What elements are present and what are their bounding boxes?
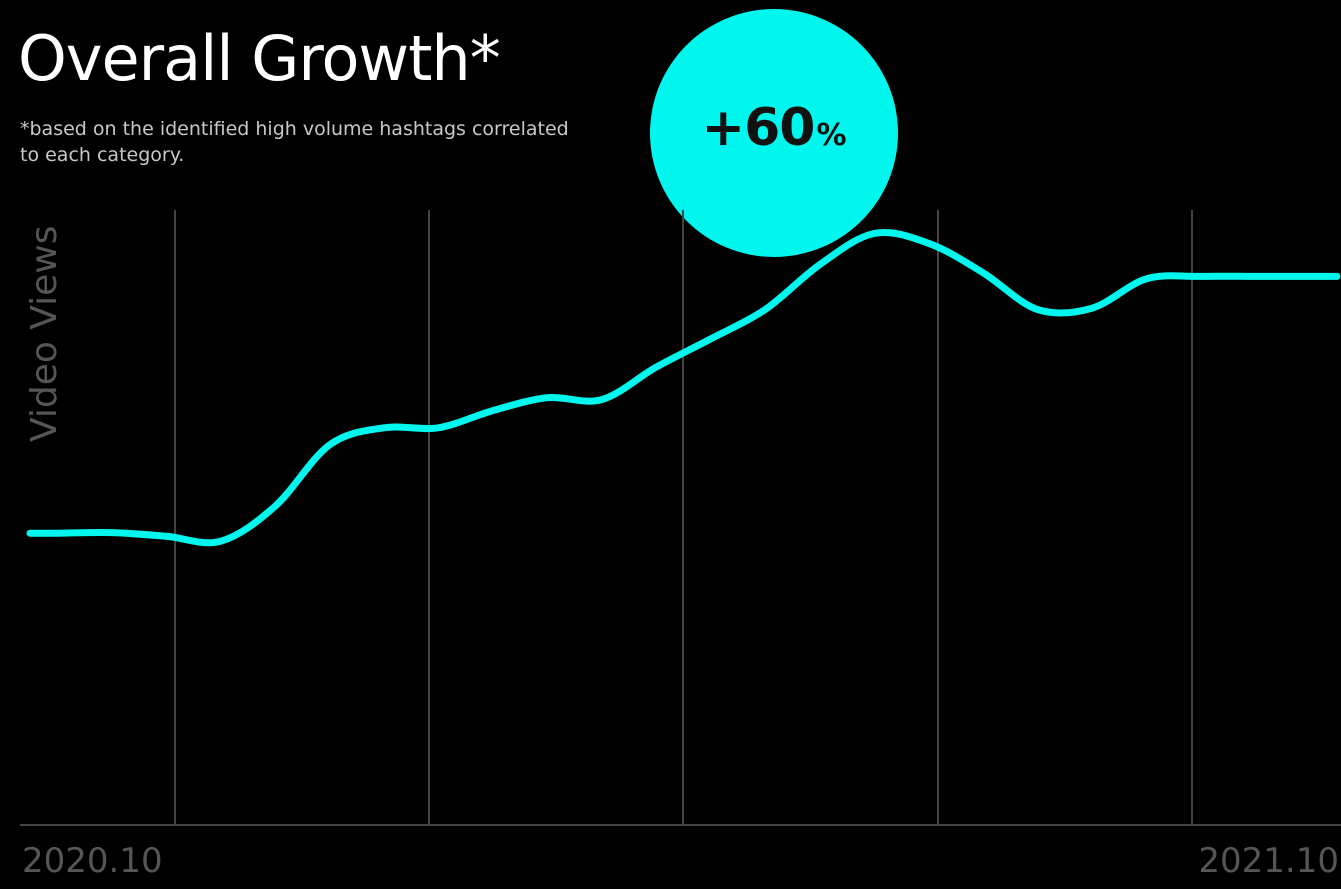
- series-line: [26, 229, 1341, 547]
- growth-badge: +60 %: [650, 9, 898, 257]
- x-tick-label: 2020.10: [22, 841, 163, 881]
- chart-title: Overall Growth*: [18, 22, 501, 95]
- y-axis-label: Video Views: [24, 226, 65, 443]
- grid-lines: [174, 210, 1193, 825]
- growth-badge-text: +60 %: [702, 98, 847, 158]
- x-tick-label: 2021.10: [1198, 841, 1339, 881]
- growth-value: +60: [701, 98, 816, 158]
- chart-footnote: *based on the identified high volume has…: [20, 118, 569, 166]
- growth-unit: %: [816, 118, 847, 153]
- x-tick-labels: 2020.10 2021.10: [22, 841, 1339, 881]
